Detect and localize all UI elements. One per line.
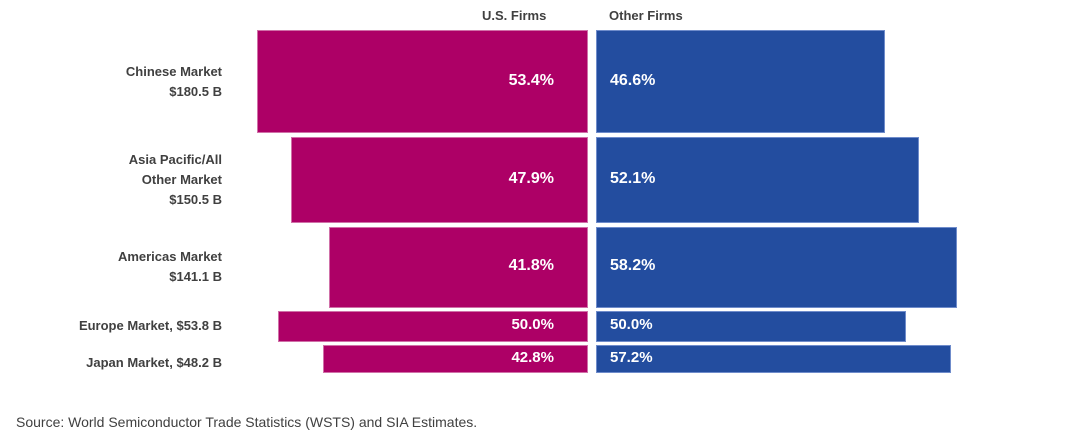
value-label-other-firms-japan-market: 57.2% bbox=[610, 349, 653, 367]
bar-us-firms-americas-market bbox=[328, 226, 588, 308]
bar-other-firms-japan-market bbox=[596, 345, 951, 373]
category-label-japan-market: Japan Market, $48.2 B bbox=[86, 353, 222, 373]
bar-other-firms-americas-market bbox=[596, 226, 957, 308]
source-note: Source: World Semiconductor Trade Statis… bbox=[16, 414, 478, 430]
category-label-line: $150.5 B bbox=[169, 192, 222, 208]
bar-other-firms-chinese-market bbox=[596, 30, 885, 134]
category-label-chinese-market: Chinese Market $180.5 B bbox=[126, 62, 222, 102]
category-label-line: Japan Market, $48.2 B bbox=[86, 355, 222, 371]
value-label-us-firms-europe-market: 50.0% bbox=[511, 316, 554, 334]
category-label-americas-market: Americas Market $141.1 B bbox=[118, 247, 222, 287]
value-label-other-firms-europe-market: 50.0% bbox=[610, 316, 653, 334]
bar-us-firms-asia-pacific-all-other-market bbox=[291, 136, 588, 224]
bar-us-firms-chinese-market bbox=[256, 30, 588, 134]
bar-other-firms-asia-pacific-all-other-market bbox=[596, 136, 920, 224]
category-label-line: Americas Market bbox=[117, 249, 222, 265]
value-label-us-firms-japan-market: 42.8% bbox=[511, 349, 554, 367]
bar-us-firms-europe-market bbox=[278, 311, 588, 342]
legend-other-firms: Other Firms bbox=[609, 8, 683, 23]
value-label-us-firms-americas-market: 41.8% bbox=[508, 257, 554, 275]
category-label-europe-market: Europe Market, $53.8 B bbox=[79, 316, 222, 336]
value-label-other-firms-chinese-market: 46.6% bbox=[610, 71, 656, 89]
value-label-us-firms-asia-pacific-all-other-market: 47.9% bbox=[508, 170, 554, 188]
value-label-us-firms-chinese-market: 53.4% bbox=[508, 71, 554, 89]
category-label-line: Other Market bbox=[141, 172, 222, 188]
category-label-line: $180.5 B bbox=[169, 83, 222, 99]
legend-us-firms: U.S. Firms bbox=[482, 8, 547, 23]
category-label-asia-pacific-all-other-market: Asia Pacific/All Other Market $150.5 B bbox=[129, 150, 222, 210]
category-label-line: Europe Market, $53.8 B bbox=[78, 318, 222, 334]
category-label-line: Chinese Market bbox=[125, 63, 222, 79]
bar-other-firms-europe-market bbox=[596, 311, 906, 342]
category-label-line: Asia Pacific/All bbox=[128, 152, 222, 168]
bar-us-firms-japan-market bbox=[322, 345, 588, 373]
category-label-line: $141.1 B bbox=[169, 269, 222, 285]
value-label-other-firms-asia-pacific-all-other-market: 52.1% bbox=[610, 170, 656, 188]
value-label-other-firms-americas-market: 58.2% bbox=[610, 257, 656, 275]
